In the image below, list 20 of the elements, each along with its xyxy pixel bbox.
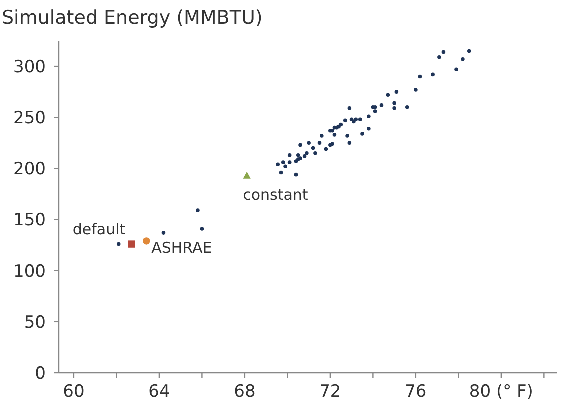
series-label: constant — [243, 186, 308, 204]
point — [128, 240, 136, 248]
x-tick-label: 60 — [63, 382, 85, 402]
y-tick-label: 100 — [14, 262, 46, 282]
y-tick-label: 0 — [35, 364, 46, 384]
x-tick-label: 68 — [234, 382, 256, 402]
y-tick-label: 150 — [14, 210, 46, 231]
series-label: default — [72, 220, 126, 238]
x-tick-label: 64 — [148, 382, 170, 402]
y-axis-title: Simulated Energy (MMBTU) — [2, 7, 263, 29]
x-tick-label: 80 (° F) — [469, 382, 534, 402]
y-tick-label: 250 — [14, 108, 46, 129]
y-tick-label: 50 — [24, 312, 46, 333]
x-tick-label: 76 — [405, 382, 427, 402]
x-tick-label: 72 — [320, 382, 342, 402]
series-label: ASHRAE — [152, 239, 212, 258]
point — [143, 238, 150, 245]
y-tick-label: 200 — [14, 160, 46, 180]
y-tick-label: 300 — [14, 57, 46, 78]
point — [243, 172, 251, 179]
